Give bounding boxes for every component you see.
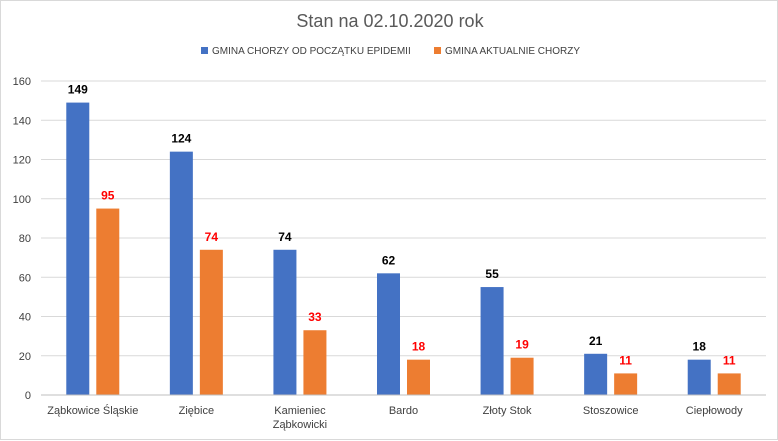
data-label: 33 (308, 310, 322, 324)
data-label: 149 (68, 83, 88, 97)
y-tick-label: 140 (13, 115, 31, 127)
x-tick-label: Ząbkowicki (273, 419, 327, 431)
y-tick-label: 40 (19, 312, 31, 324)
y-tick-label: 120 (13, 155, 31, 167)
data-label: 74 (205, 230, 219, 244)
bar (480, 287, 504, 395)
data-labels: 149 95 124 74 74 33 62 18 55 19 21 11 18 11 (68, 83, 736, 368)
legend: GMINA CHORZY OD POCZĄTKU EPIDEMII GMINA A… (201, 46, 580, 57)
data-label: 19 (515, 338, 529, 352)
legend-label: GMINA AKTUALNIE CHORZY (445, 46, 580, 57)
bars (66, 102, 741, 396)
bar (584, 353, 608, 395)
data-label: 18 (693, 340, 707, 354)
y-tick-label: 0 (25, 390, 31, 402)
legend-swatch (434, 47, 441, 54)
bar (96, 208, 120, 395)
x-tick-label: Ząbkowice Śląskie (47, 404, 138, 417)
bar (303, 330, 327, 395)
bar (169, 151, 193, 395)
y-tick-label: 80 (19, 233, 31, 245)
gridlines (41, 80, 766, 396)
y-tick-label: 20 (19, 351, 31, 363)
bar (377, 273, 400, 395)
chart-title: Stan na 02.10.2020 rok (296, 11, 484, 31)
x-axis: Ząbkowice Śląskie Ziębice Kamieniec Ząbkowi… (41, 394, 766, 431)
x-tick-label: Złoty Stok (483, 405, 532, 417)
x-tick-label: Ziębice (179, 405, 214, 417)
data-label: 11 (723, 353, 736, 367)
data-label: 11 (619, 353, 632, 367)
bar (510, 357, 534, 395)
data-label: 62 (382, 253, 396, 267)
data-label: 55 (485, 267, 499, 281)
data-label: 124 (171, 132, 191, 146)
data-label: 74 (278, 230, 292, 244)
bar (687, 359, 711, 395)
bar (614, 373, 638, 395)
bar (273, 249, 297, 395)
data-label: 95 (101, 189, 115, 203)
y-tick-label: 100 (13, 194, 31, 206)
data-label: 21 (589, 334, 603, 348)
x-tick-label: Bardo (389, 405, 418, 417)
bar (407, 359, 430, 395)
y-axis: 0 20 40 60 80 100 120 140 160 (13, 76, 31, 402)
x-tick-label: Stoszowice (583, 405, 639, 417)
y-tick-label: 160 (13, 76, 31, 88)
bar (66, 102, 90, 396)
bar (199, 249, 223, 395)
x-tick-label: Ciepłowody (686, 405, 743, 417)
bar (717, 373, 741, 395)
y-tick-label: 60 (19, 272, 31, 284)
legend-swatch (201, 47, 208, 54)
legend-label: GMINA CHORZY OD POCZĄTKU EPIDEMII (212, 46, 411, 57)
x-tick-label: Kamieniec (274, 405, 326, 417)
data-label: 18 (412, 340, 426, 354)
